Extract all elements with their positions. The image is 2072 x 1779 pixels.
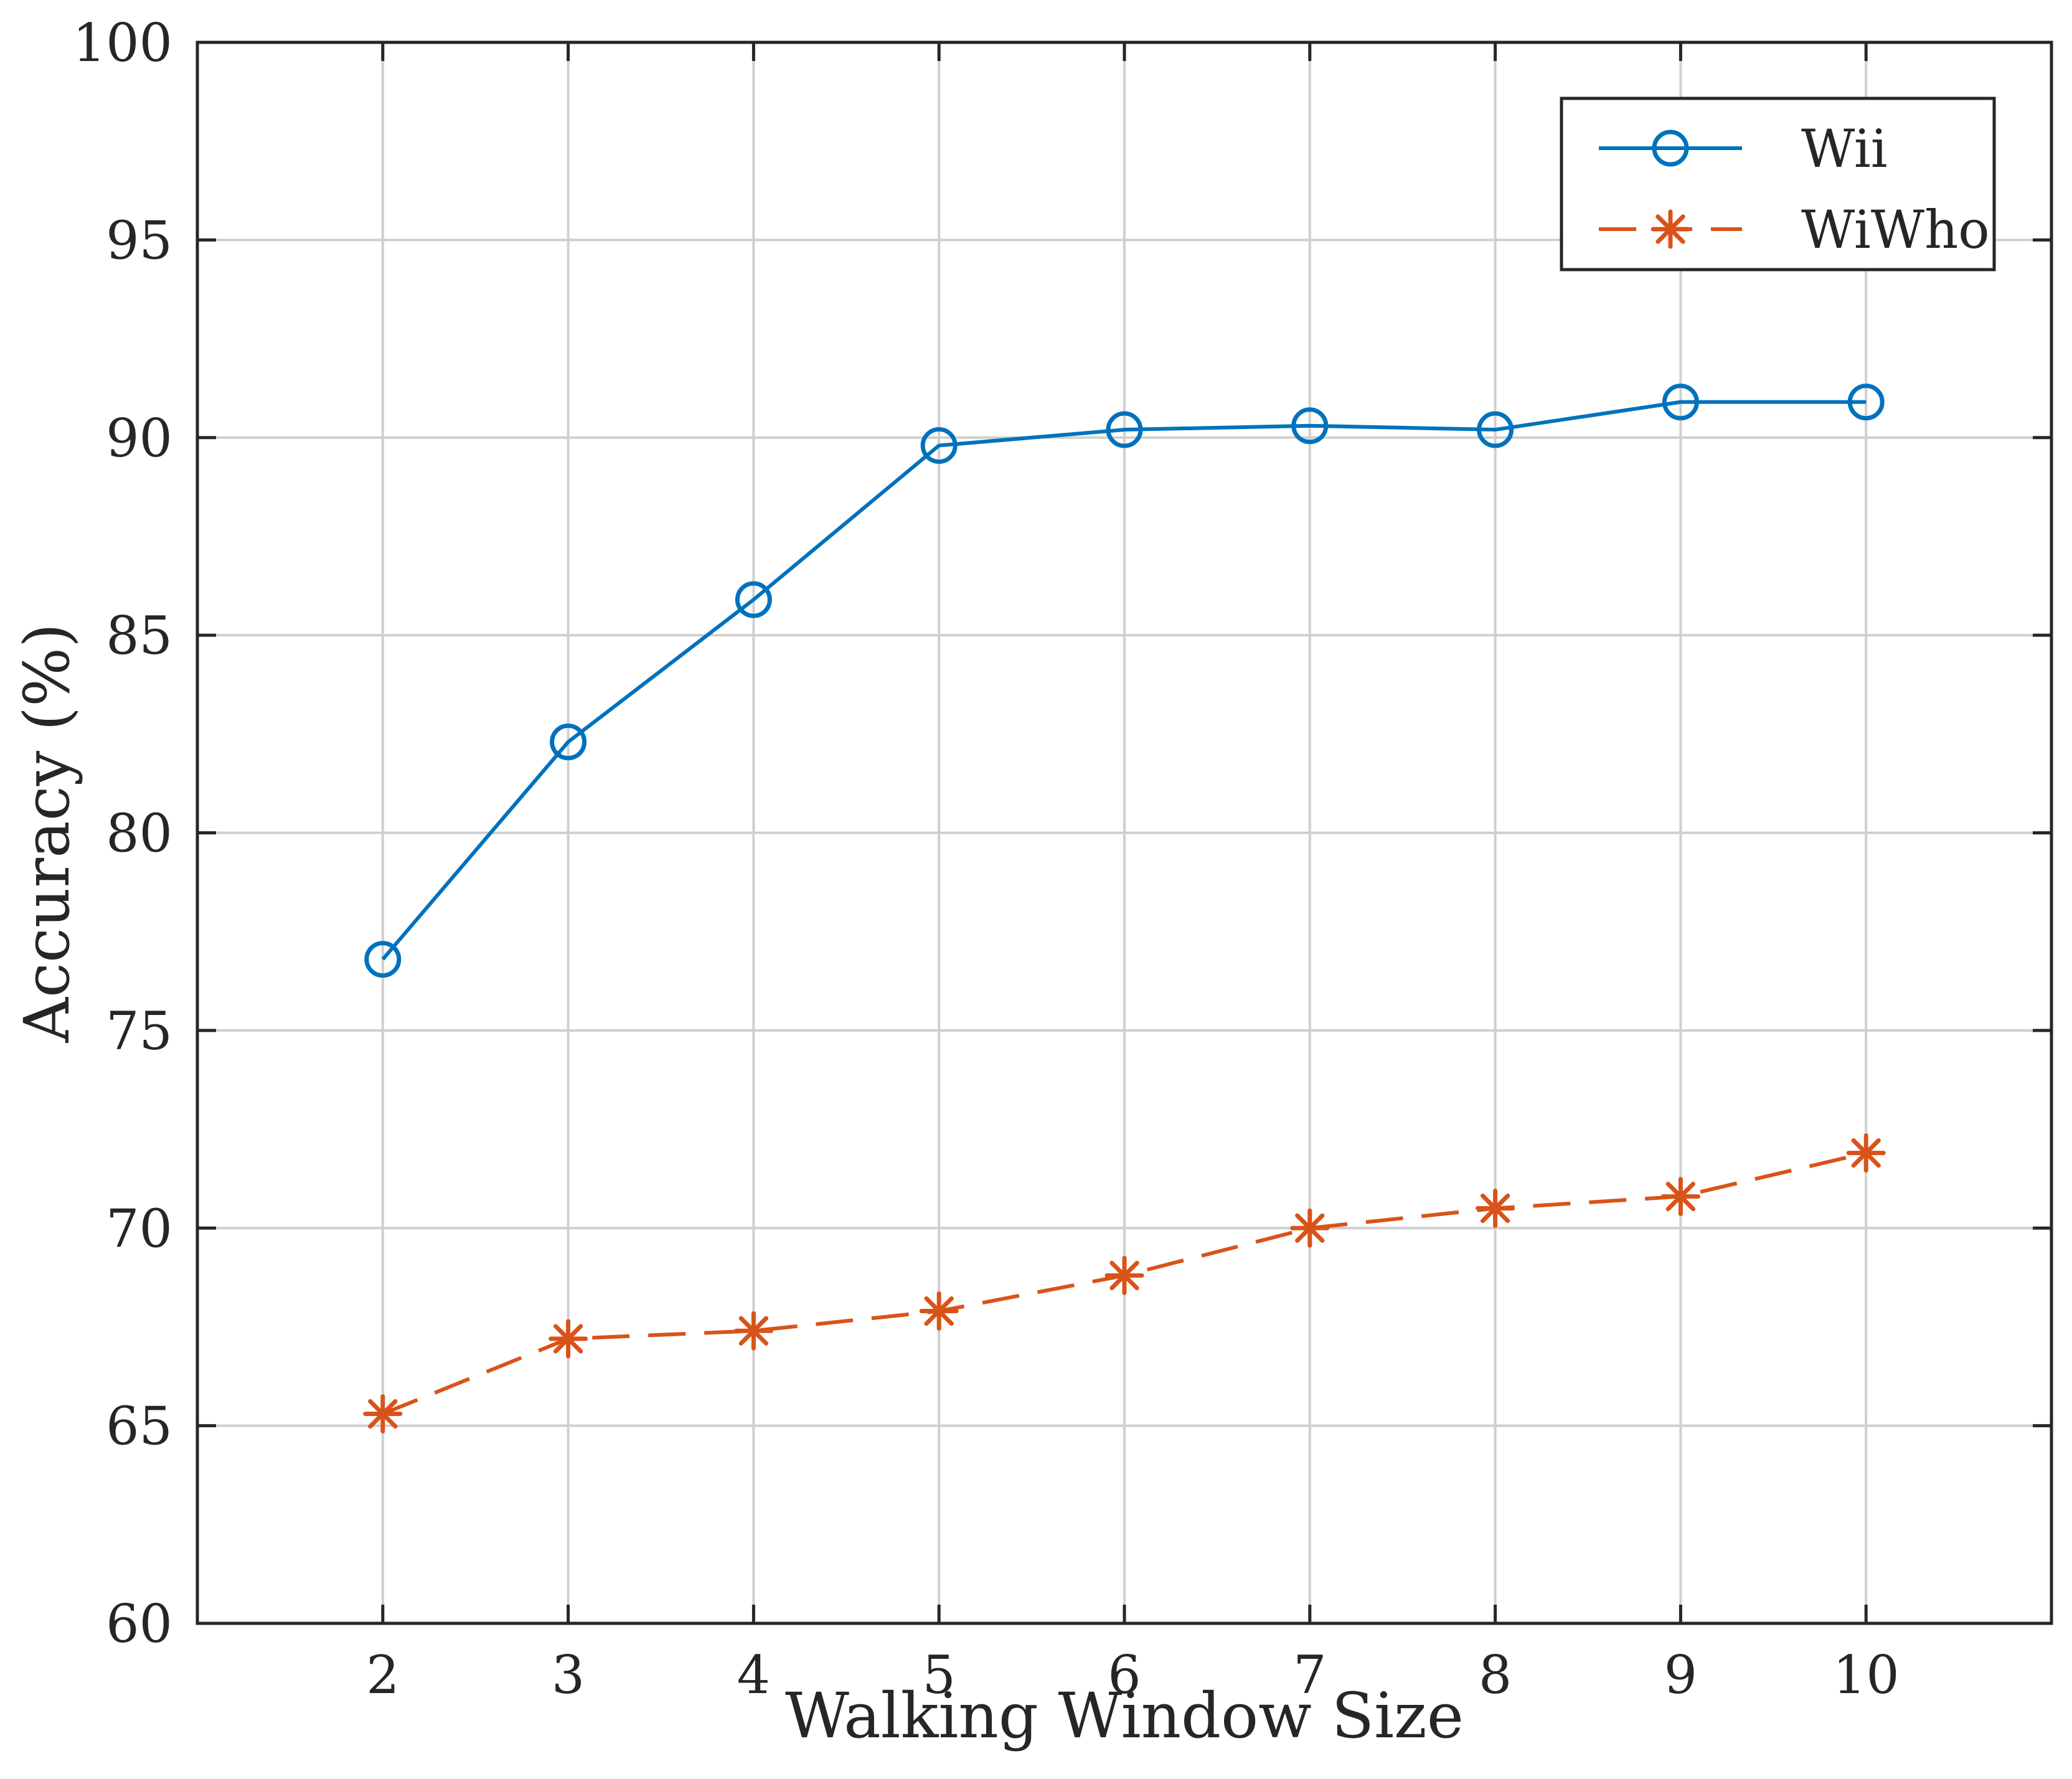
y-tick-label: 100 [73, 12, 172, 73]
asterisk-stroke [1480, 1193, 1510, 1224]
x-tick-label: 4 [737, 1645, 770, 1706]
data-point-wii [920, 427, 958, 464]
x-tick-label: 6 [1108, 1645, 1141, 1706]
asterisk-stroke [553, 1324, 583, 1354]
series-line-wii [381, 400, 1867, 961]
data-point-wii [735, 581, 772, 618]
data-point-wiwho [1660, 1176, 1700, 1216]
data-point-wii [550, 724, 587, 761]
data-point-wiwho [1846, 1133, 1886, 1173]
data-point-wii [1477, 411, 1514, 448]
y-tick-label: 85 [106, 605, 172, 666]
data-point-wiwho [1290, 1208, 1330, 1248]
legend-item-wiwho: WiWho [1599, 199, 1990, 260]
asterisk-stroke [738, 1316, 769, 1346]
plot-area-frame [195, 40, 2053, 1625]
legend-marker-wiwho [1651, 209, 1690, 249]
y-tick-label: 60 [106, 1593, 172, 1654]
x-tick-label: 5 [922, 1645, 955, 1706]
series-wiwho [363, 1133, 1886, 1434]
x-tick-label: 3 [552, 1645, 585, 1706]
data-point-wii [1106, 411, 1143, 448]
asterisk-stroke [1109, 1260, 1139, 1291]
data-point-wii [1291, 407, 1329, 445]
asterisk-stroke [368, 1399, 398, 1429]
y-tick-label: 90 [106, 408, 172, 469]
data-point-wiwho [919, 1291, 959, 1331]
asterisk-stroke [1295, 1213, 1325, 1243]
data-point-wiwho [549, 1319, 588, 1359]
x-tick-label: 7 [1293, 1645, 1326, 1706]
y-tick-label: 80 [106, 803, 172, 864]
legend-label-wiwho: WiWho [1801, 199, 1990, 260]
asterisk-stroke [1655, 214, 1685, 244]
data-point-wiwho [1476, 1189, 1515, 1229]
data-point-wii [364, 941, 402, 978]
asterisk-stroke [1665, 1181, 1696, 1212]
x-axis-title: Walking Window Size [785, 1679, 1464, 1752]
data-series [363, 384, 1886, 1434]
legend-item-wii: Wii [1599, 118, 1888, 179]
data-point-wii [1662, 384, 1699, 421]
y-tick-label: 65 [106, 1396, 172, 1457]
data-point-wiwho [363, 1394, 403, 1434]
asterisk-stroke [1851, 1138, 1881, 1168]
data-point-wii [1847, 384, 1885, 421]
x-tick-label: 2 [366, 1645, 399, 1706]
legend-label-wii: Wii [1801, 118, 1888, 179]
data-point-wiwho [733, 1311, 773, 1351]
y-tick-label: 70 [106, 1198, 172, 1259]
y-tick-label: 95 [106, 210, 172, 271]
x-tick-label: 10 [1833, 1645, 1900, 1706]
data-point-wiwho [1104, 1255, 1144, 1295]
y-axis-title: Accuracy (%) [11, 623, 83, 1043]
asterisk-stroke [924, 1296, 954, 1326]
legend-box [1560, 97, 1996, 271]
series-wii [364, 384, 1885, 978]
x-tick-label: 8 [1479, 1645, 1512, 1706]
tick-labels: 2 3 4 5 6 7 8 9 10 60 65 70 75 80 85 90 95 100 [73, 12, 1900, 1706]
y-tick-label: 75 [106, 1001, 172, 1062]
legend: Wii WiWho [1560, 97, 1996, 271]
axis-ticks [197, 40, 2051, 1625]
legend-marker-wii [1652, 130, 1689, 167]
x-tick-label: 9 [1664, 1645, 1697, 1706]
